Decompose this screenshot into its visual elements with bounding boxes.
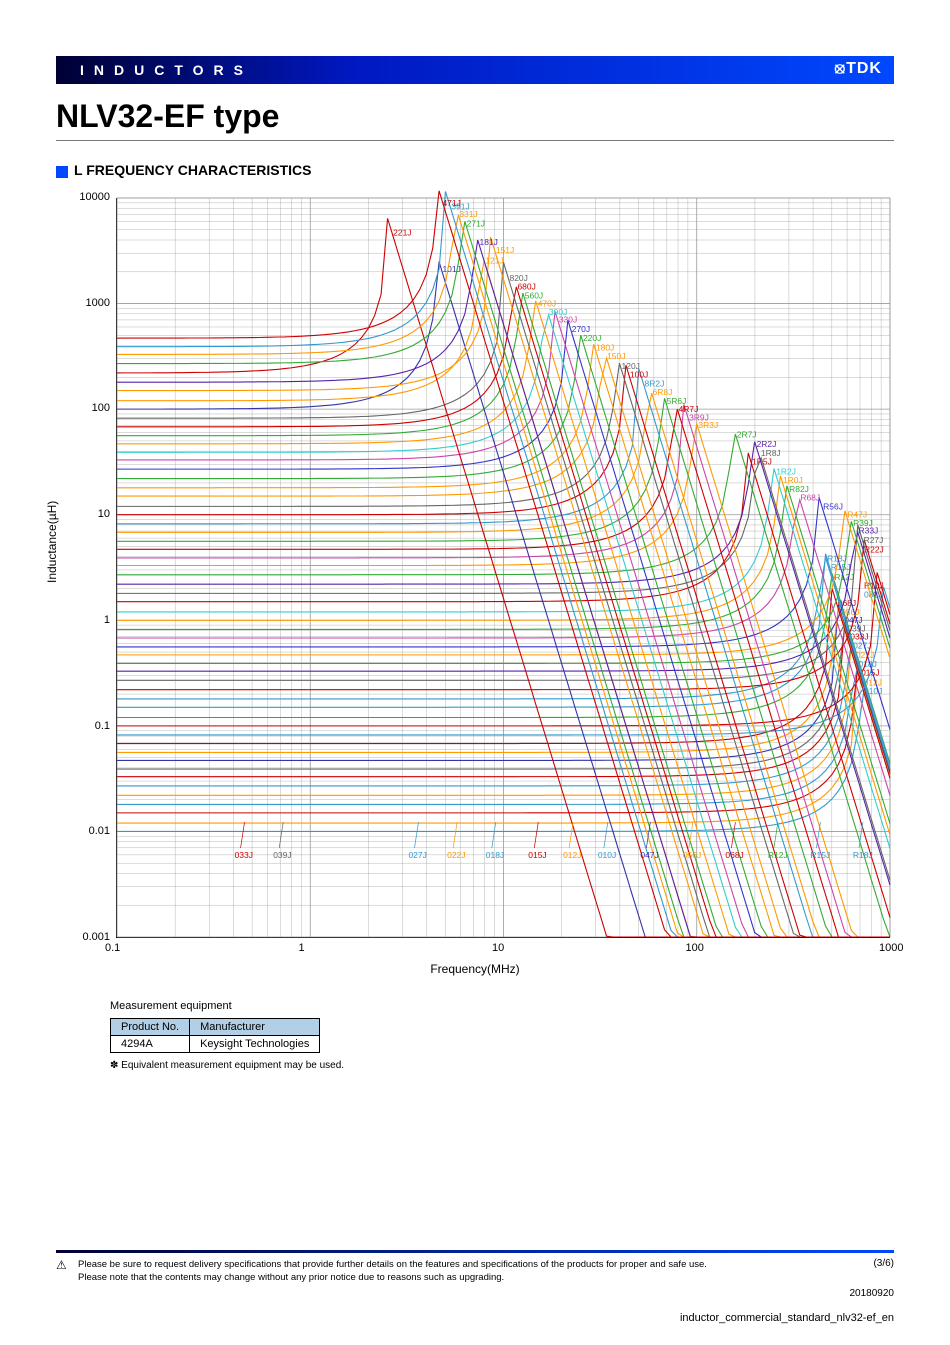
svg-text:221J: 221J <box>393 228 411 238</box>
x-tick: 0.1 <box>105 942 120 954</box>
svg-text:181J: 181J <box>480 237 498 247</box>
y-tick: 1000 <box>86 297 110 309</box>
y-tick: 10 <box>98 508 110 520</box>
svg-text:033J: 033J <box>235 850 253 860</box>
table-row: 4294A Keysight Technologies <box>111 1036 320 1053</box>
y-tick: 10000 <box>79 191 110 203</box>
svg-text:R68J: R68J <box>800 493 820 503</box>
svg-text:R56J: R56J <box>823 502 843 512</box>
svg-text:047J: 047J <box>640 850 658 860</box>
svg-text:8R2J: 8R2J <box>645 378 665 388</box>
svg-text:180J: 180J <box>596 342 614 352</box>
category-label: INDUCTORS <box>80 62 253 78</box>
svg-text:3R9J: 3R9J <box>689 413 709 423</box>
page-number: (3/6) <box>873 1258 894 1269</box>
chart: Inductance(µH) 010J012J015J018J022J027J0… <box>56 188 894 978</box>
svg-text:151J: 151J <box>496 245 514 255</box>
col-product: Product No. <box>111 1019 190 1036</box>
svg-text:027J: 027J <box>408 850 426 860</box>
plot-area: 010J012J015J018J022J027J033J039J047J056J… <box>116 198 890 938</box>
table-note: ✽ Equivalent measurement equipment may b… <box>110 1060 344 1071</box>
svg-text:022J: 022J <box>856 650 874 660</box>
y-tick: 0.1 <box>95 720 110 732</box>
svg-text:270J: 270J <box>572 324 590 334</box>
cell-product: 4294A <box>111 1036 190 1053</box>
footer-text: Please be sure to request delivery speci… <box>78 1258 850 1285</box>
cell-manufacturer: Keysight Technologies <box>190 1036 320 1053</box>
svg-text:560J: 560J <box>525 290 543 300</box>
y-axis-label: Inductance(µH) <box>45 501 59 583</box>
x-tick: 1000 <box>879 942 903 954</box>
chart-svg: 010J012J015J018J022J027J033J039J047J056J… <box>117 198 890 937</box>
svg-text:039J: 039J <box>273 850 291 860</box>
svg-text:R12J: R12J <box>768 850 788 860</box>
svg-text:015J: 015J <box>528 850 546 860</box>
col-manufacturer: Manufacturer <box>190 1019 320 1036</box>
svg-text:2R2J: 2R2J <box>757 439 777 449</box>
svg-text:R39J: R39J <box>853 518 873 528</box>
svg-text:R47J: R47J <box>847 510 867 520</box>
svg-text:1R8J: 1R8J <box>761 448 781 458</box>
doc-id: inductor_commercial_standard_nlv32-ef_en <box>680 1312 894 1324</box>
y-tick: 100 <box>92 402 110 414</box>
footer-date: 20180920 <box>850 1288 895 1299</box>
svg-text:R15J: R15J <box>810 850 830 860</box>
svg-text:6R8J: 6R8J <box>653 387 673 397</box>
svg-text:R82J: R82J <box>789 484 809 494</box>
measurement-table: Product No. Manufacturer 4294A Keysight … <box>110 1018 320 1053</box>
x-axis-label: Frequency(MHz) <box>430 962 519 976</box>
page: INDUCTORS ⦻TDK NLV32-EF type L FREQUENCY… <box>0 0 950 1345</box>
svg-text:271J: 271J <box>467 218 485 228</box>
table-header-row: Product No. Manufacturer <box>111 1019 320 1036</box>
svg-text:012J: 012J <box>563 850 581 860</box>
svg-text:2R7J: 2R7J <box>737 429 757 439</box>
y-tick: 0.001 <box>82 931 110 943</box>
table-caption: Measurement equipment <box>110 1000 232 1012</box>
svg-text:5R6J: 5R6J <box>667 396 687 406</box>
svg-text:010J: 010J <box>598 850 616 860</box>
svg-text:R22J: R22J <box>864 544 884 554</box>
svg-text:R27J: R27J <box>864 535 884 545</box>
svg-text:820J: 820J <box>509 273 527 283</box>
y-tick: 1 <box>104 614 110 626</box>
section-marker <box>56 166 68 178</box>
x-tick: 1 <box>299 942 305 954</box>
svg-text:680J: 680J <box>517 281 535 291</box>
svg-text:220J: 220J <box>583 333 601 343</box>
x-tick: 10 <box>492 942 504 954</box>
section-title: L FREQUENCY CHARACTERISTICS <box>74 162 312 178</box>
page-title: NLV32-EF type <box>56 98 279 135</box>
svg-text:056J: 056J <box>683 850 701 860</box>
y-tick: 0.01 <box>89 825 110 837</box>
svg-text:471J: 471J <box>442 198 460 208</box>
header-bar: INDUCTORS ⦻TDK <box>56 56 894 84</box>
svg-text:027J: 027J <box>853 641 871 651</box>
svg-text:068J: 068J <box>725 850 743 860</box>
tdk-logo: ⦻TDK <box>835 60 882 78</box>
svg-text:1R2J: 1R2J <box>776 467 796 477</box>
warning-icon: ⚠ <box>56 1258 67 1272</box>
title-rule <box>56 140 894 141</box>
x-tick: 100 <box>686 942 704 954</box>
svg-text:120J: 120J <box>622 361 640 371</box>
svg-text:390J: 390J <box>549 307 567 317</box>
svg-text:018J: 018J <box>486 850 504 860</box>
footer-rule <box>56 1250 894 1253</box>
svg-text:R18J: R18J <box>853 850 873 860</box>
svg-text:022J: 022J <box>447 850 465 860</box>
